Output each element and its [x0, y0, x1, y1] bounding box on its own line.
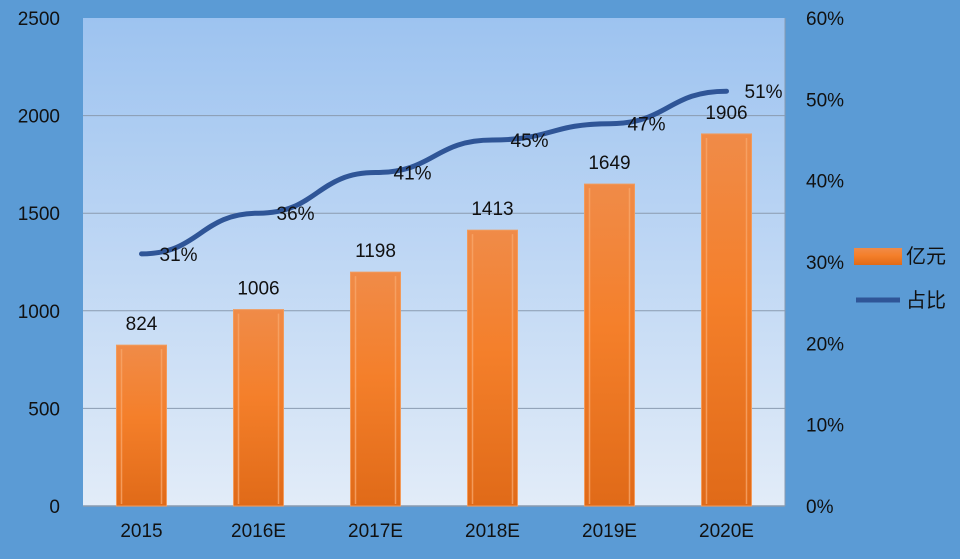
legend-label: 占比: [906, 289, 946, 312]
bar-value-label: 1006: [237, 279, 279, 300]
legend-item-line: 占比: [856, 289, 946, 312]
bar: [584, 183, 635, 507]
legend-label: 亿元: [906, 245, 946, 268]
line-value-label: 31%: [160, 245, 198, 266]
line-path: [139, 88, 729, 257]
line-value-label: 41%: [394, 164, 432, 185]
bar: [116, 344, 167, 507]
x-tick-label: 2018E: [465, 521, 520, 542]
bar: [350, 271, 401, 507]
right-tick-label: 0%: [806, 497, 834, 518]
left-tick-label: 1500: [18, 204, 60, 225]
x-tick-label: 2015: [120, 521, 162, 542]
plot-area: [83, 18, 785, 506]
right-tick-label: 10%: [806, 416, 844, 437]
right-axis: 0% 10% 20% 30% 40% 50% 60%: [806, 9, 844, 518]
left-tick-label: 1000: [18, 302, 60, 323]
gridlines: [83, 18, 786, 507]
right-tick-label: 40%: [806, 172, 844, 193]
right-tick-label: 60%: [806, 9, 844, 30]
left-tick-label: 500: [28, 399, 60, 420]
legend: 亿元 占比: [854, 245, 946, 312]
x-tick-label: 2016E: [231, 521, 286, 542]
line-value-label: 45%: [511, 131, 549, 152]
left-tick-label: 0: [49, 497, 60, 518]
bar-value-label: 1649: [588, 153, 630, 174]
x-tick-label: 2017E: [348, 521, 403, 542]
bar-value-label: 1198: [355, 241, 396, 262]
data-labels: 824 1006 1198 1413 1649 1906 31% 36% 41% 45% 47% 51…: [126, 82, 783, 335]
x-axis: 2015 2016E 2017E 2018E 2019E 2020E: [120, 521, 754, 542]
bar-series: [116, 133, 752, 507]
right-tick-label: 50%: [806, 90, 844, 111]
bar-value-label: 1906: [705, 103, 747, 124]
x-tick-label: 2020E: [699, 521, 754, 542]
bar: [233, 309, 284, 507]
x-tick-label: 2019E: [582, 521, 637, 542]
bar-swatch-icon: [854, 248, 902, 265]
bar: [701, 133, 752, 507]
right-tick-label: 30%: [806, 253, 844, 274]
bar-value-label: 1413: [471, 199, 513, 220]
legend-item-bar: 亿元: [854, 245, 946, 268]
left-axis: 0 500 1000 1500 2000 2500: [18, 9, 60, 518]
line-value-label: 36%: [277, 204, 315, 225]
right-tick-label: 20%: [806, 334, 844, 355]
line-series: [139, 88, 729, 257]
line-value-label: 51%: [745, 82, 783, 103]
line-value-label: 47%: [628, 115, 666, 136]
left-tick-label: 2500: [18, 9, 60, 30]
left-tick-label: 2000: [18, 107, 60, 128]
bar-value-label: 824: [126, 314, 158, 335]
bar: [467, 229, 518, 507]
